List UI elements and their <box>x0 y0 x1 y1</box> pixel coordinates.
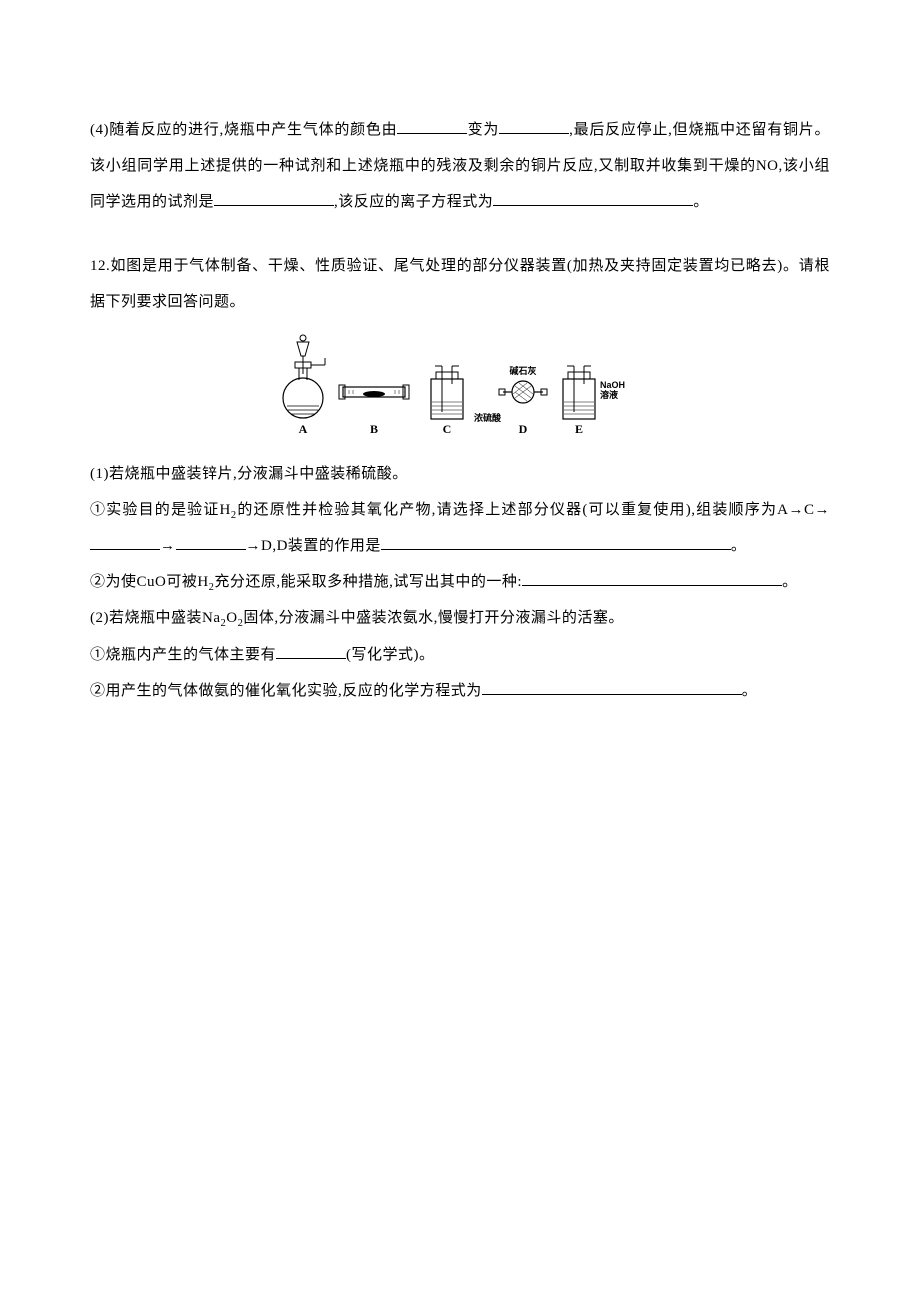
q12-p1-q1-mid2: →D,D装置的作用是 <box>246 538 381 554</box>
label-e: E <box>575 422 583 436</box>
q12-p2-q1-end: (写化学式)。 <box>346 647 435 663</box>
q12-intro-text: 12.如图是用于气体制备、干燥、性质验证、尾气处理的部分仪器装置(加热及夹持固定… <box>90 258 830 310</box>
q11-4-text2: 变为 <box>467 122 499 138</box>
label-c: C <box>443 422 452 436</box>
blank-measure[interactable] <box>522 568 782 586</box>
label-b: B <box>370 422 378 436</box>
blank-reagent[interactable] <box>214 188 334 206</box>
q12-p2-h-mid: O <box>226 610 237 626</box>
apparatus-a <box>283 335 325 418</box>
q12-p1-q1-pre: ①实验目的是验证H <box>90 502 231 518</box>
q12-p1-q2-end: 。 <box>782 574 798 590</box>
label-h2so4: 浓硫酸 <box>474 412 502 423</box>
blank-chem-equation[interactable] <box>482 677 742 695</box>
arrow-1: → <box>160 538 176 554</box>
q11-4-text1: (4)随着反应的进行,烧瓶中产生气体的颜色由 <box>90 122 397 138</box>
apparatus-b <box>339 385 409 399</box>
q12-intro: 12.如图是用于气体制备、干燥、性质验证、尾气处理的部分仪器装置(加热及夹持固定… <box>90 248 830 320</box>
label-a: A <box>299 422 308 436</box>
q12-p2-q1-pre: ①烧瓶内产生的气体主要有 <box>90 647 276 663</box>
q11-4-end: 。 <box>693 194 709 210</box>
q12-p1-q1-mid1: 的还原性并检验其氧化产物,请选择上述部分仪器(可以重复使用),组装顺序为A→C→ <box>237 502 830 518</box>
blank-order-1[interactable] <box>90 532 160 550</box>
q12-p1-q2-pre: ②为使CuO可被H <box>90 574 209 590</box>
q12-p1-q1: ①实验目的是验证H2的还原性并检验其氧化产物,请选择上述部分仪器(可以重复使用)… <box>90 492 830 564</box>
apparatus-d <box>499 381 547 403</box>
q12-p2-h-end: 固体,分液漏斗中盛装浓氨水,慢慢打开分液漏斗的活塞。 <box>243 610 624 626</box>
apparatus-e <box>563 366 595 419</box>
blank-order-2[interactable] <box>176 532 246 550</box>
label-d: D <box>519 422 528 436</box>
q12-p2-h-pre: (2)若烧瓶中盛装Na <box>90 610 220 626</box>
q12-p2-heading: (2)若烧瓶中盛装Na2O2固体,分液漏斗中盛装浓氨水,慢慢打开分液漏斗的活塞。 <box>90 600 830 636</box>
apparatus-c <box>431 366 463 419</box>
label-naoh2: 溶液 <box>600 389 619 400</box>
q12-p2-q2-pre: ②用产生的气体做氨的催化氧化实验,反应的化学方程式为 <box>90 683 482 699</box>
q12-p1-q1-end: 。 <box>731 538 747 554</box>
q12-p1-q2-mid: 充分还原,能采取多种措施,试写出其中的一种: <box>214 574 522 590</box>
q12-p2-q2-end: 。 <box>742 683 758 699</box>
q12-p1-q2: ②为使CuO可被H2充分还原,能采取多种措施,试写出其中的一种:。 <box>90 564 830 600</box>
blank-color-from[interactable] <box>397 116 467 134</box>
blank-ionic-equation[interactable] <box>493 188 693 206</box>
diagram-container: A B <box>90 330 830 450</box>
label-lime: 碱石灰 <box>509 365 536 376</box>
label-naoh1: NaOH <box>600 380 625 390</box>
blank-gases[interactable] <box>276 641 346 659</box>
blank-color-to[interactable] <box>499 116 569 134</box>
q11-part4: (4)随着反应的进行,烧瓶中产生气体的颜色由变为,最后反应停止,但烧瓶中还留有铜… <box>90 112 830 220</box>
q12-p1-heading-text: (1)若烧瓶中盛装锌片,分液漏斗中盛装稀硫酸。 <box>90 466 408 482</box>
q12-p2-q1: ①烧瓶内产生的气体主要有 (写化学式)。 <box>90 637 830 673</box>
q12-p2-q2: ②用产生的气体做氨的催化氧化实验,反应的化学方程式为 。 <box>90 673 830 709</box>
q11-4-text4: ,该反应的离子方程式为 <box>334 194 493 210</box>
apparatus-diagram: A B <box>275 330 645 450</box>
q12-p1-heading: (1)若烧瓶中盛装锌片,分液漏斗中盛装稀硫酸。 <box>90 456 830 492</box>
blank-d-function[interactable] <box>381 532 731 550</box>
